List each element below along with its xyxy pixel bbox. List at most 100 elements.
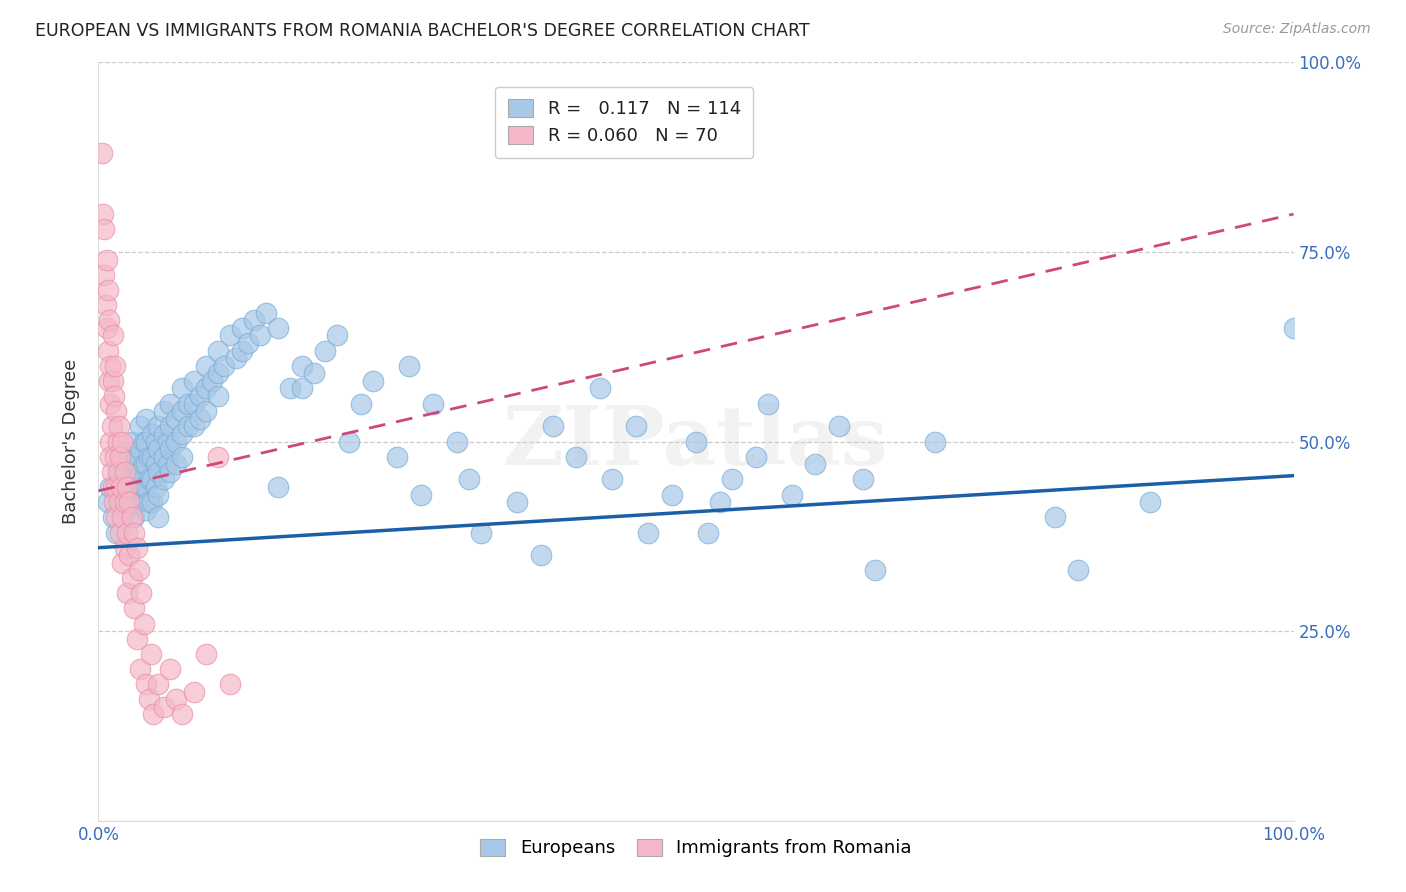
Point: [506, 495, 529, 509]
Point: [1282, 320, 1305, 334]
Point: [132, 480, 155, 494]
Point: [107, 465, 129, 479]
Point: [107, 495, 129, 509]
Point: [156, 434, 179, 449]
Point: [172, 427, 194, 442]
Point: [108, 525, 131, 540]
Point: [148, 677, 170, 691]
Point: [114, 495, 136, 509]
Point: [138, 692, 160, 706]
Point: [114, 541, 136, 555]
Point: [141, 495, 163, 509]
Point: [145, 457, 167, 471]
Point: [745, 450, 768, 464]
Point: [231, 343, 253, 358]
Point: [135, 412, 157, 426]
Point: [1139, 495, 1161, 509]
Point: [339, 434, 361, 449]
Point: [291, 382, 314, 396]
Point: [153, 427, 176, 442]
Point: [105, 525, 128, 540]
Point: [98, 396, 122, 410]
Point: [124, 525, 146, 540]
Point: [141, 473, 163, 487]
Point: [1067, 564, 1090, 578]
Point: [124, 510, 146, 524]
Point: [121, 480, 143, 494]
Point: [153, 404, 176, 418]
Point: [118, 548, 141, 563]
Point: [129, 442, 152, 457]
Point: [172, 707, 194, 722]
Point: [142, 707, 165, 722]
Point: [207, 366, 229, 380]
Point: [117, 495, 139, 509]
Point: [852, 473, 875, 487]
Point: [177, 419, 200, 434]
Point: [125, 495, 148, 509]
Point: [124, 487, 146, 501]
Point: [411, 487, 433, 501]
Point: [153, 473, 176, 487]
Point: [721, 473, 744, 487]
Point: [114, 465, 136, 479]
Point: [111, 487, 134, 501]
Point: [177, 396, 200, 410]
Point: [100, 465, 122, 479]
Point: [249, 328, 271, 343]
Point: [111, 510, 134, 524]
Point: [135, 457, 157, 471]
Point: [148, 487, 170, 501]
Point: [159, 465, 181, 479]
Point: [165, 692, 187, 706]
Point: [114, 503, 136, 517]
Point: [183, 685, 205, 699]
Point: [195, 359, 218, 373]
Point: [98, 434, 122, 449]
Point: [135, 480, 157, 494]
Point: [225, 351, 247, 366]
Point: [195, 382, 218, 396]
Point: [145, 480, 167, 494]
Point: [97, 495, 120, 509]
Point: [195, 404, 218, 418]
Point: [111, 434, 134, 449]
Point: [121, 571, 143, 585]
Point: [422, 396, 444, 410]
Point: [326, 328, 349, 343]
Point: [103, 495, 125, 509]
Point: [172, 450, 194, 464]
Point: [278, 382, 301, 396]
Point: [458, 473, 481, 487]
Point: [626, 419, 648, 434]
Point: [165, 434, 187, 449]
Point: [756, 396, 779, 410]
Point: [188, 389, 211, 403]
Point: [385, 450, 409, 464]
Point: [129, 419, 152, 434]
Point: [94, 298, 117, 312]
Point: [101, 480, 124, 494]
Point: [156, 457, 179, 471]
Point: [865, 564, 887, 578]
Point: [105, 480, 128, 494]
Point: [121, 434, 143, 449]
Point: [132, 434, 155, 449]
Point: [125, 541, 148, 555]
Text: ZIPatlas: ZIPatlas: [503, 401, 889, 482]
Point: [101, 374, 124, 388]
Point: [135, 677, 157, 691]
Point: [1043, 510, 1066, 524]
Point: [129, 487, 152, 501]
Point: [153, 699, 176, 714]
Point: [212, 359, 235, 373]
Point: [236, 335, 259, 350]
Point: [363, 374, 385, 388]
Point: [159, 396, 181, 410]
Point: [302, 366, 325, 380]
Point: [661, 487, 683, 501]
Point: [709, 495, 731, 509]
Point: [141, 427, 163, 442]
Point: [100, 419, 122, 434]
Point: [115, 525, 138, 540]
